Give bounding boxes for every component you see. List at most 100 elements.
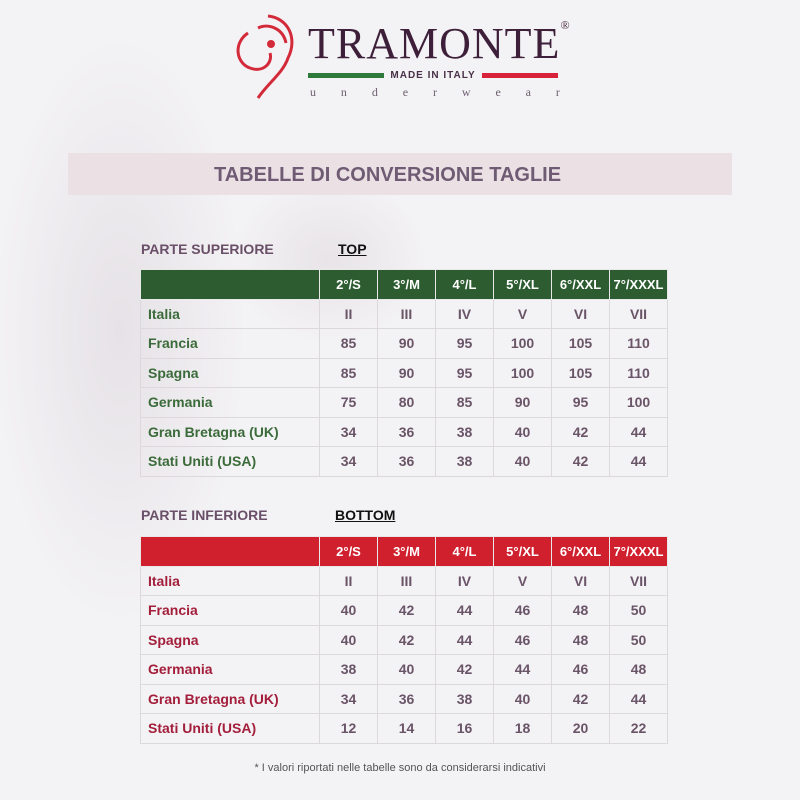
- size-header: 4°/L: [435, 536, 494, 567]
- size-value: 48: [609, 654, 668, 685]
- size-value: 50: [609, 595, 668, 626]
- table-row: Spagna 40 42 44 46 48 50: [140, 624, 668, 655]
- footnote: * I valori riportati nelle tabelle sono …: [254, 762, 546, 774]
- size-value: 44: [493, 654, 552, 685]
- table-row: Francia 40 42 44 46 48 50: [140, 595, 668, 626]
- size-value: 34: [319, 446, 378, 477]
- size-header: 6°/XXL: [551, 536, 610, 567]
- size-value: 34: [319, 683, 378, 714]
- size-value: 22: [609, 713, 668, 744]
- size-header: 2°/S: [319, 536, 378, 567]
- size-value: 50: [609, 624, 668, 655]
- size-value: II: [319, 565, 378, 596]
- size-header: 3°/M: [377, 536, 436, 567]
- country-label: Stati Uniti (USA): [140, 446, 320, 477]
- size-value: III: [377, 298, 436, 329]
- size-value: 105: [551, 357, 610, 388]
- size-value: 85: [319, 357, 378, 388]
- top-section-label: PARTE SUPERIORE: [141, 241, 274, 257]
- header-blank: [140, 269, 320, 300]
- size-value: 110: [609, 328, 668, 359]
- table-row: Francia 85 90 95 100 105 110: [140, 328, 668, 359]
- size-value: 90: [377, 357, 436, 388]
- size-header: 4°/L: [435, 269, 494, 300]
- table-row: Gran Bretagna (UK) 34 36 38 40 42 44: [140, 683, 668, 714]
- country-label: Francia: [140, 595, 320, 626]
- brand-name: TRAMONTE®: [308, 18, 571, 68]
- country-label: Italia: [140, 298, 320, 329]
- size-value: 46: [493, 595, 552, 626]
- size-value: 42: [435, 654, 494, 685]
- size-value: IV: [435, 565, 494, 596]
- size-value: 40: [319, 624, 378, 655]
- size-value: 95: [435, 357, 494, 388]
- size-value: 85: [319, 328, 378, 359]
- size-header: 5°/XL: [493, 536, 552, 567]
- country-label: Gran Bretagna (UK): [140, 416, 320, 447]
- size-value: 105: [551, 328, 610, 359]
- size-value: 80: [377, 387, 436, 418]
- bottom-tag: BOTTOM: [335, 507, 396, 523]
- size-value: VII: [609, 565, 668, 596]
- size-value: VI: [551, 565, 610, 596]
- size-value: IV: [435, 298, 494, 329]
- size-value: 36: [377, 683, 436, 714]
- size-value: 40: [493, 446, 552, 477]
- size-value: VII: [609, 298, 668, 329]
- size-value: 14: [377, 713, 436, 744]
- size-value: 95: [551, 387, 610, 418]
- top-tag: TOP: [338, 241, 367, 257]
- size-value: 100: [609, 387, 668, 418]
- size-value: 44: [435, 624, 494, 655]
- header-row: 2°/S 3°/M 4°/L 5°/XL 6°/XXL 7°/XXXL: [140, 269, 668, 300]
- header-row: 2°/S 3°/M 4°/L 5°/XL 6°/XXL 7°/XXXL: [140, 536, 668, 567]
- size-value: 40: [493, 416, 552, 447]
- size-value: 85: [435, 387, 494, 418]
- table-row: Stati Uniti (USA) 34 36 38 40 42 44: [140, 446, 668, 477]
- size-value: V: [493, 565, 552, 596]
- country-label: Germania: [140, 654, 320, 685]
- size-value: VI: [551, 298, 610, 329]
- size-header: 2°/S: [319, 269, 378, 300]
- size-value: 44: [435, 595, 494, 626]
- size-value: 42: [551, 446, 610, 477]
- size-value: 38: [435, 416, 494, 447]
- country-label: Italia: [140, 565, 320, 596]
- size-value: 12: [319, 713, 378, 744]
- size-header: 3°/M: [377, 269, 436, 300]
- size-value: 100: [493, 328, 552, 359]
- table-row: Stati Uniti (USA) 12 14 16 18 20 22: [140, 713, 668, 744]
- size-value: 44: [609, 683, 668, 714]
- size-value: 42: [377, 624, 436, 655]
- size-value: 46: [493, 624, 552, 655]
- size-value: 75: [319, 387, 378, 418]
- size-value: 36: [377, 416, 436, 447]
- size-value: 90: [377, 328, 436, 359]
- header-blank: [140, 536, 320, 567]
- country-label: Stati Uniti (USA): [140, 713, 320, 744]
- size-header: 7°/XXXL: [609, 269, 668, 300]
- size-value: 110: [609, 357, 668, 388]
- country-label: Spagna: [140, 624, 320, 655]
- bottom-size-table: 2°/S 3°/M 4°/L 5°/XL 6°/XXL 7°/XXXL Italia II II…: [140, 536, 668, 744]
- size-value: 48: [551, 595, 610, 626]
- size-value: II: [319, 298, 378, 329]
- table-row: Germania 38 40 42 44 46 48: [140, 654, 668, 685]
- size-value: 44: [609, 446, 668, 477]
- size-header: 7°/XXXL: [609, 536, 668, 567]
- country-label: Germania: [140, 387, 320, 418]
- size-value: 40: [377, 654, 436, 685]
- page-title: TABELLE DI CONVERSIONE TAGLIE: [214, 164, 562, 186]
- size-value: 34: [319, 416, 378, 447]
- size-value: 44: [609, 416, 668, 447]
- made-in-italy: MADE IN ITALY: [308, 70, 559, 81]
- size-value: 40: [319, 595, 378, 626]
- size-value: 90: [493, 387, 552, 418]
- country-label: Francia: [140, 328, 320, 359]
- top-size-table: 2°/S 3°/M 4°/L 5°/XL 6°/XXL 7°/XXXL Italia II II…: [140, 269, 668, 477]
- size-value: 38: [435, 446, 494, 477]
- size-value: 20: [551, 713, 610, 744]
- size-header: 5°/XL: [493, 269, 552, 300]
